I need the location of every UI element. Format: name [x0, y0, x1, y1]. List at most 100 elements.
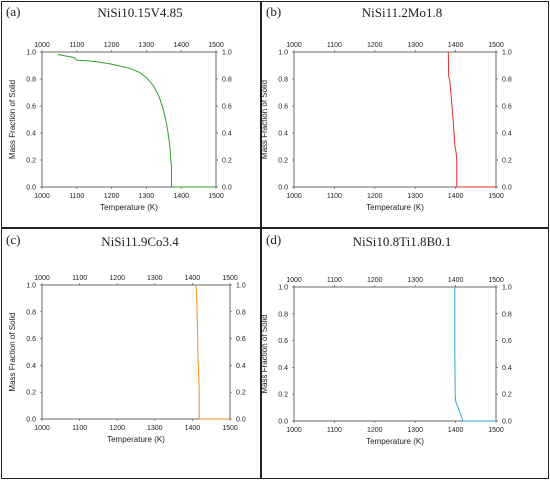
chart-2-ytick-label-right: 0.6	[236, 336, 246, 343]
chart-1-xtick-label-bottom: 1000	[286, 193, 302, 200]
chart-1-ytick-label-left: 0.8	[278, 77, 288, 84]
chart-3-xtick-label-top: 1300	[407, 277, 423, 284]
chart-0-xtick-label-top: 1000	[34, 42, 50, 49]
chart-1-xtick-label-top: 1300	[407, 42, 423, 49]
chart-0-xtick-label-top: 1100	[69, 42, 84, 49]
chart-0-ytick-label-left: 0.2	[26, 158, 36, 165]
chart-1-xtick-label-top: 1500	[488, 42, 504, 49]
chart-1-xtick-label-top: 1000	[286, 42, 302, 49]
chart-0-ytick-label-left: 0.0	[26, 185, 36, 192]
chart-0-ytick-label-right: 1.0	[222, 50, 232, 57]
chart-3-panel-label: (d)	[266, 232, 281, 247]
chart-2-ytick-label-left: 0.4	[26, 363, 36, 370]
chart-0-panel-label: (a)	[6, 4, 20, 19]
chart-3-xtick-label-top: 1000	[286, 277, 302, 284]
chart-2-ytick-label-left: 0.6	[26, 336, 36, 343]
panel-b	[261, 1, 549, 228]
chart-2-series-line	[194, 284, 230, 420]
chart-1-xtick-label-top: 1400	[448, 42, 464, 49]
chart-2-xtick-label-bottom: 1300	[147, 425, 163, 432]
chart-0-xtick-label-bottom: 1200	[104, 193, 120, 200]
chart-0-ytick-label-right: 0.8	[222, 77, 232, 84]
chart-1-xtick-label-bottom: 1400	[448, 193, 464, 200]
chart-0-ytick-label-left: 0.4	[26, 131, 36, 138]
chart-1-plot-frame	[293, 51, 497, 188]
chart-0-ytick-label-right: 0.6	[222, 104, 232, 111]
chart-3-ytick-label-left: 0.0	[278, 419, 288, 426]
chart-0-series-line	[57, 54, 216, 188]
chart-1-xtick-label-top: 1200	[367, 42, 383, 49]
chart-3-ytick-label-right: 1.0	[502, 285, 512, 292]
chart-2-xtick-label-top: 1000	[34, 275, 50, 282]
chart-2-plot-frame	[41, 284, 231, 420]
chart-1-xlabel: Temperature (K)	[366, 203, 424, 212]
chart-3-xtick-label-bottom: 1400	[448, 427, 464, 434]
chart-1-xtick-label-bottom: 1500	[488, 193, 504, 200]
chart-0-xtick-label-bottom: 1000	[34, 193, 50, 200]
chart-1-ytick-label-left: 0.2	[278, 158, 288, 165]
chart-2-ytick-label-left: 0.0	[26, 417, 36, 424]
chart-1-series-line	[447, 51, 496, 188]
chart-2-ytick-label-right: 1.0	[236, 283, 246, 290]
chart-1-ytick-label-right: 1.0	[502, 50, 512, 57]
panel-c	[1, 228, 261, 479]
chart-2-ytick-label-left: 1.0	[26, 283, 36, 290]
chart-1-ytick-label-right: 0.2	[502, 158, 512, 165]
chart-3-ytick-label-right: 0.8	[502, 311, 512, 318]
chart-1-ytick-label-left: 0.6	[278, 104, 288, 111]
chart-2-xlabel: Temperature (K)	[107, 435, 165, 444]
chart-1-xtick-label-bottom: 1100	[327, 193, 342, 200]
chart-2-ytick-label-right: 0.4	[236, 363, 246, 370]
chart-1-ytick-label-right: 0.8	[502, 77, 512, 84]
chart-1-xtick-label-bottom: 1300	[407, 193, 423, 200]
chart-0-xlabel: Temperature (K)	[100, 203, 158, 212]
chart-1-xtick-label-bottom: 1200	[367, 193, 383, 200]
chart-1-ytick-label-left: 0.4	[278, 131, 288, 138]
chart-0-xtick-label-top: 1300	[139, 42, 155, 49]
chart-2-ytick-label-left: 0.8	[26, 309, 36, 316]
chart-0-xtick-label-bottom: 1500	[208, 193, 224, 200]
chart-3-ytick-label-left: 0.2	[278, 392, 288, 399]
chart-0-xtick-label-top: 1500	[208, 42, 224, 49]
panel-a	[1, 1, 261, 228]
chart-2-ylabel: Mass Fraction of Solid	[8, 312, 17, 391]
chart-3-title: NiSi10.8Ti1.8B0.1	[353, 234, 452, 249]
chart-3-xtick-label-top: 1200	[367, 277, 383, 284]
chart-2-xtick-label-top: 1400	[185, 275, 201, 282]
chart-3-plot-frame	[293, 286, 497, 422]
chart-2-xtick-label-bottom: 1400	[185, 425, 201, 432]
chart-0-ytick-label-right: 0.4	[222, 131, 232, 138]
chart-1-xtick-label-top: 1100	[327, 42, 342, 49]
chart-3-xtick-label-bottom: 1200	[367, 427, 383, 434]
chart-1-ylabel: Mass Fraction of Solid	[260, 80, 269, 159]
chart-3-xtick-label-bottom: 1000	[286, 427, 302, 434]
chart-3-xtick-label-bottom: 1300	[407, 427, 423, 434]
chart-3-xtick-label-bottom: 1500	[488, 427, 504, 434]
chart-2-xtick-label-top: 1100	[72, 275, 87, 282]
chart-1-ytick-label-left: 1.0	[278, 50, 288, 57]
chart-3-ytick-label-right: 0.4	[502, 365, 512, 372]
chart-0-title: NiSi10.15V4.85	[97, 5, 182, 20]
chart-0-xtick-label-top: 1200	[104, 42, 120, 49]
chart-2-ytick-label-right: 0.8	[236, 309, 246, 316]
chart-0-xtick-label-bottom: 1400	[173, 193, 189, 200]
chart-3-xtick-label-top: 1100	[327, 277, 342, 284]
chart-0-ylabel: Mass Fraction of Solid	[8, 80, 17, 159]
chart-3-ytick-label-left: 0.6	[278, 338, 288, 345]
chart-1-ytick-label-right: 0.0	[502, 185, 512, 192]
chart-1-panel-label: (b)	[266, 4, 281, 19]
chart-3-ytick-label-left: 0.4	[278, 365, 288, 372]
chart-2-xtick-label-top: 1200	[109, 275, 125, 282]
chart-3-xtick-label-top: 1500	[488, 277, 504, 284]
chart-3-ytick-label-right: 0.0	[502, 419, 512, 426]
chart-3-ytick-label-left: 0.8	[278, 311, 288, 318]
chart-1-ytick-label-right: 0.6	[502, 104, 512, 111]
chart-2-title: NiSi11.9Co3.4	[101, 234, 179, 249]
chart-1-ytick-label-left: 0.0	[278, 185, 288, 192]
chart-3-ytick-label-left: 1.0	[278, 285, 288, 292]
chart-2-xtick-label-top: 1300	[147, 275, 163, 282]
chart-1-ytick-label-right: 0.4	[502, 131, 512, 138]
panel-d	[261, 228, 549, 479]
chart-0-xtick-label-bottom: 1100	[69, 193, 84, 200]
